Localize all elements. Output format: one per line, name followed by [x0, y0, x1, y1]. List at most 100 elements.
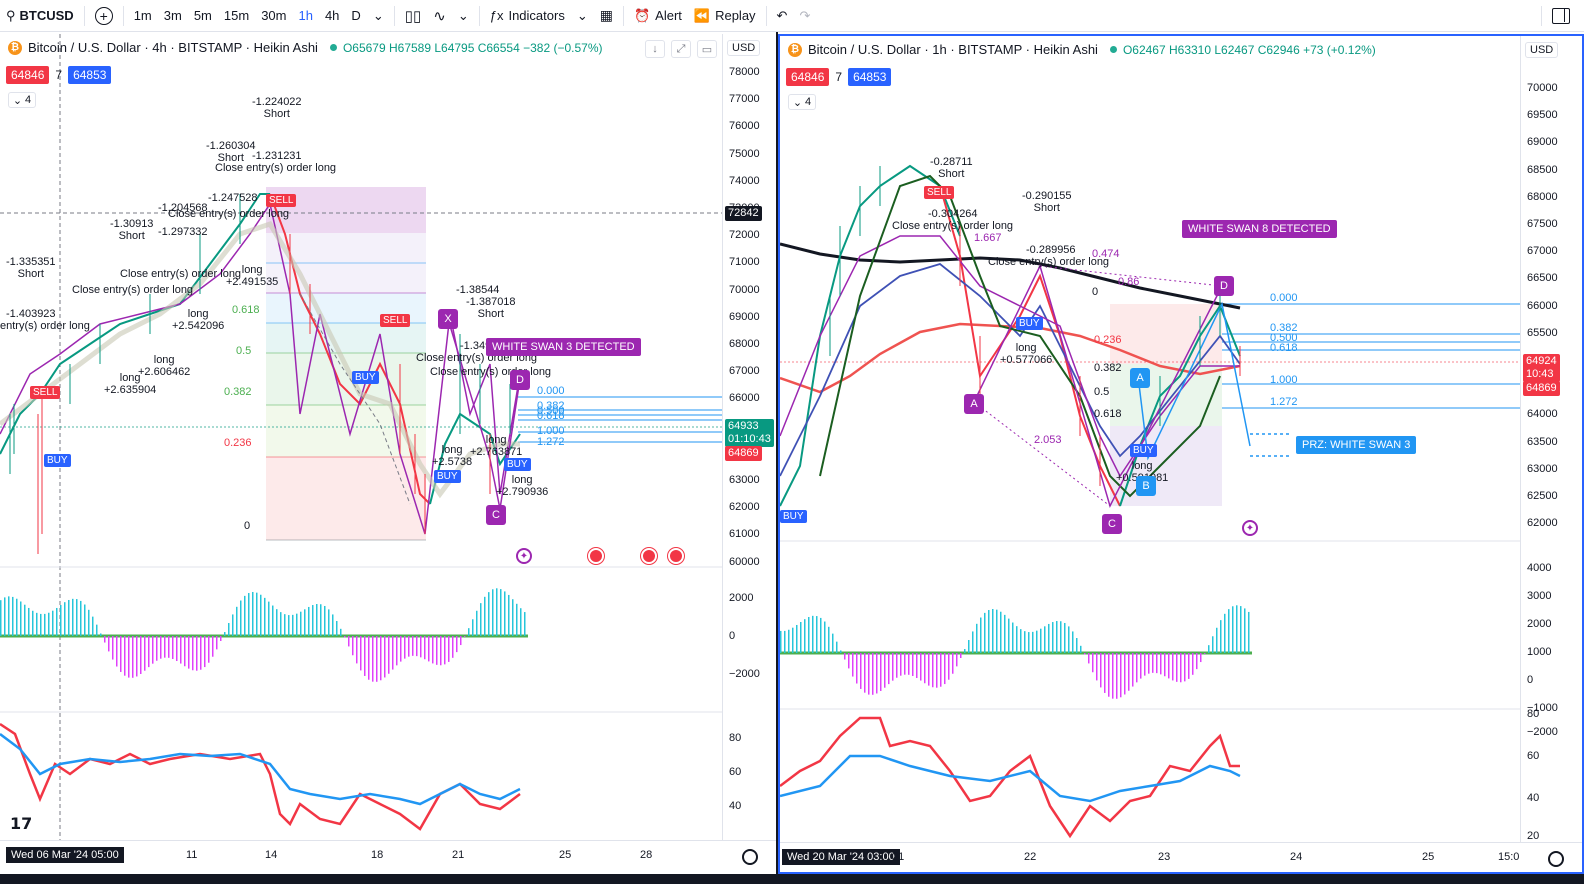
oscillator-bar	[1172, 653, 1174, 681]
spread-value: 7	[55, 68, 63, 82]
maximize-icon[interactable]: ▭	[697, 40, 717, 58]
chevron-down-icon: ⌄	[576, 7, 588, 23]
osc-tick: 0	[1527, 674, 1534, 686]
interval-4h[interactable]: 4h	[324, 8, 340, 23]
chart-type-button[interactable]: ∿	[427, 0, 452, 32]
buy-signal: BUY	[434, 470, 461, 483]
oscillator-bar	[972, 631, 974, 653]
us-flag-icon[interactable]	[668, 548, 684, 564]
sell-price-button[interactable]: 64846	[786, 68, 830, 86]
oscillator-bar	[440, 636, 442, 666]
collapse-icon[interactable]: ⤢	[671, 40, 691, 58]
prz-label[interactable]: PRZ: WHITE SWAN 3	[1296, 436, 1417, 454]
gear-icon[interactable]	[1548, 851, 1564, 867]
templates-button[interactable]: ▦	[594, 0, 619, 32]
interval-5m[interactable]: 5m	[193, 8, 212, 23]
oscillator-bar	[192, 636, 194, 671]
annotation: -1.335351 Short	[6, 256, 56, 280]
right-legend[interactable]: ₿ Bitcoin / U.S. Dollar · 1h · BITSTAMP …	[788, 42, 1376, 57]
last-price-tag: 64924 10:43	[1523, 354, 1560, 382]
buy-price-button[interactable]: 64853	[68, 66, 112, 84]
right-price-axis[interactable]: USD 70000 69500 69000 68500 68000 67500 67000 6…	[1520, 36, 1582, 842]
indicator-collapse-button[interactable]: ⌄ 4	[788, 94, 816, 110]
oscillator-bar	[140, 636, 142, 674]
pattern-detected-label[interactable]: WHITE SWAN 3 DETECTED	[486, 338, 641, 356]
undo-button[interactable]: ↶	[771, 0, 794, 32]
oscillator-bar	[264, 597, 266, 636]
spread-value: 7	[835, 70, 843, 84]
annotation: 0.382	[1094, 362, 1122, 374]
chevron-down-icon: ⌄	[792, 96, 803, 109]
panel-toggle-button[interactable]	[1546, 0, 1584, 32]
oscillator-bar	[1188, 653, 1190, 679]
oscillator-bar	[200, 636, 202, 670]
pane-divider[interactable]	[776, 32, 778, 884]
right-chart-pane[interactable]: ₿ Bitcoin / U.S. Dollar · 1h · BITSTAMP …	[778, 34, 1584, 874]
move-down-icon[interactable]: ↓	[645, 40, 665, 58]
oscillator-bar	[292, 614, 294, 636]
oscillator-bar	[1080, 645, 1082, 653]
oscillator-bar	[208, 636, 210, 663]
replay-button[interactable]: ⏪ Replay	[688, 0, 762, 32]
divider	[83, 5, 85, 26]
left-time-axis[interactable]: Wed 06 Mar '24 05:00 11 14 18 21 25 28	[0, 840, 776, 870]
oscillator-bar	[1144, 653, 1146, 676]
pattern-detected-label[interactable]: WHITE SWAN 8 DETECTED	[1182, 220, 1337, 238]
oscillator-bar	[960, 653, 962, 658]
redo-button[interactable]: ↷	[793, 0, 816, 32]
right-time-axis[interactable]: Wed 20 Mar '24 03:00 21 22 23 24 25 15:0	[780, 842, 1582, 872]
right-chart-canvas[interactable]	[780, 36, 1520, 842]
left-price-axis[interactable]: USD 780007700076000750007400073000720007…	[722, 34, 776, 840]
lightning-icon[interactable]: ✦	[1242, 520, 1258, 536]
oscillator-bar	[80, 600, 82, 636]
oscillator-bar	[44, 613, 46, 636]
oscillator-bar	[1040, 628, 1042, 653]
oscillator-bar	[64, 602, 66, 636]
left-chart-canvas[interactable]	[0, 34, 722, 840]
oscillator-bar	[892, 653, 894, 681]
buy-signal: BUY	[1016, 317, 1043, 330]
indicators-dropdown[interactable]: ⌄	[571, 0, 594, 32]
search-icon: ⚲	[6, 7, 16, 23]
oscillator-bar	[128, 636, 130, 678]
fib-level-label: 0.382	[224, 386, 252, 398]
chart-type-dropdown[interactable]: ⌄	[452, 0, 475, 32]
left-legend[interactable]: ₿ Bitcoin / U.S. Dollar · 4h · BITSTAMP …	[8, 40, 602, 55]
lightning-icon[interactable]: ✦	[516, 548, 532, 564]
us-flag-icon[interactable]	[588, 548, 604, 564]
oscillator-bar	[416, 636, 418, 657]
buy-price-button[interactable]: 64853	[848, 68, 892, 86]
interval-d[interactable]: D	[351, 8, 361, 23]
alert-button[interactable]: ⏰ Alert	[628, 0, 688, 32]
chevron-down-icon: ⌄	[372, 7, 384, 23]
us-flag-icon[interactable]	[641, 548, 657, 564]
left-chart-pane[interactable]: ₿ Bitcoin / U.S. Dollar · 4h · BITSTAMP …	[0, 34, 776, 874]
interval-1m[interactable]: 1m	[133, 8, 152, 23]
gear-icon[interactable]	[742, 849, 758, 865]
sell-price-button[interactable]: 64846	[6, 66, 50, 84]
osc-tick: −2000	[1527, 726, 1558, 738]
time-label: 15:0	[1498, 851, 1520, 863]
interval-3m[interactable]: 3m	[163, 8, 182, 23]
oscillator-bar	[504, 591, 506, 636]
oscillator-bar	[12, 596, 14, 636]
tradingview-logo-icon[interactable]: 17	[10, 814, 33, 833]
oscillator-bar	[36, 612, 38, 636]
compare-button[interactable]: +	[89, 0, 119, 32]
annotation: Close entry(s) order long	[120, 268, 242, 280]
bar-style-button[interactable]: ▯▯	[399, 0, 428, 32]
currency-button[interactable]: USD	[1525, 42, 1559, 58]
oscillator-bar	[52, 610, 54, 636]
interval-15m[interactable]: 15m	[223, 8, 250, 23]
oscillator-bar	[228, 623, 230, 636]
interval-1h[interactable]: 1h	[298, 8, 313, 23]
oscillator-bar	[96, 624, 98, 636]
oscillator-bar	[1052, 622, 1054, 653]
indicator-collapse-button[interactable]: ⌄ 4	[8, 92, 36, 108]
interval-dropdown[interactable]: ⌄	[367, 0, 390, 32]
oscillator-bar	[936, 653, 938, 688]
indicators-button[interactable]: ƒx Indicators	[484, 0, 571, 32]
symbol-search[interactable]: ⚲ BTCUSD	[0, 0, 80, 32]
currency-button[interactable]: USD	[727, 40, 761, 56]
interval-30m[interactable]: 30m	[261, 8, 287, 23]
